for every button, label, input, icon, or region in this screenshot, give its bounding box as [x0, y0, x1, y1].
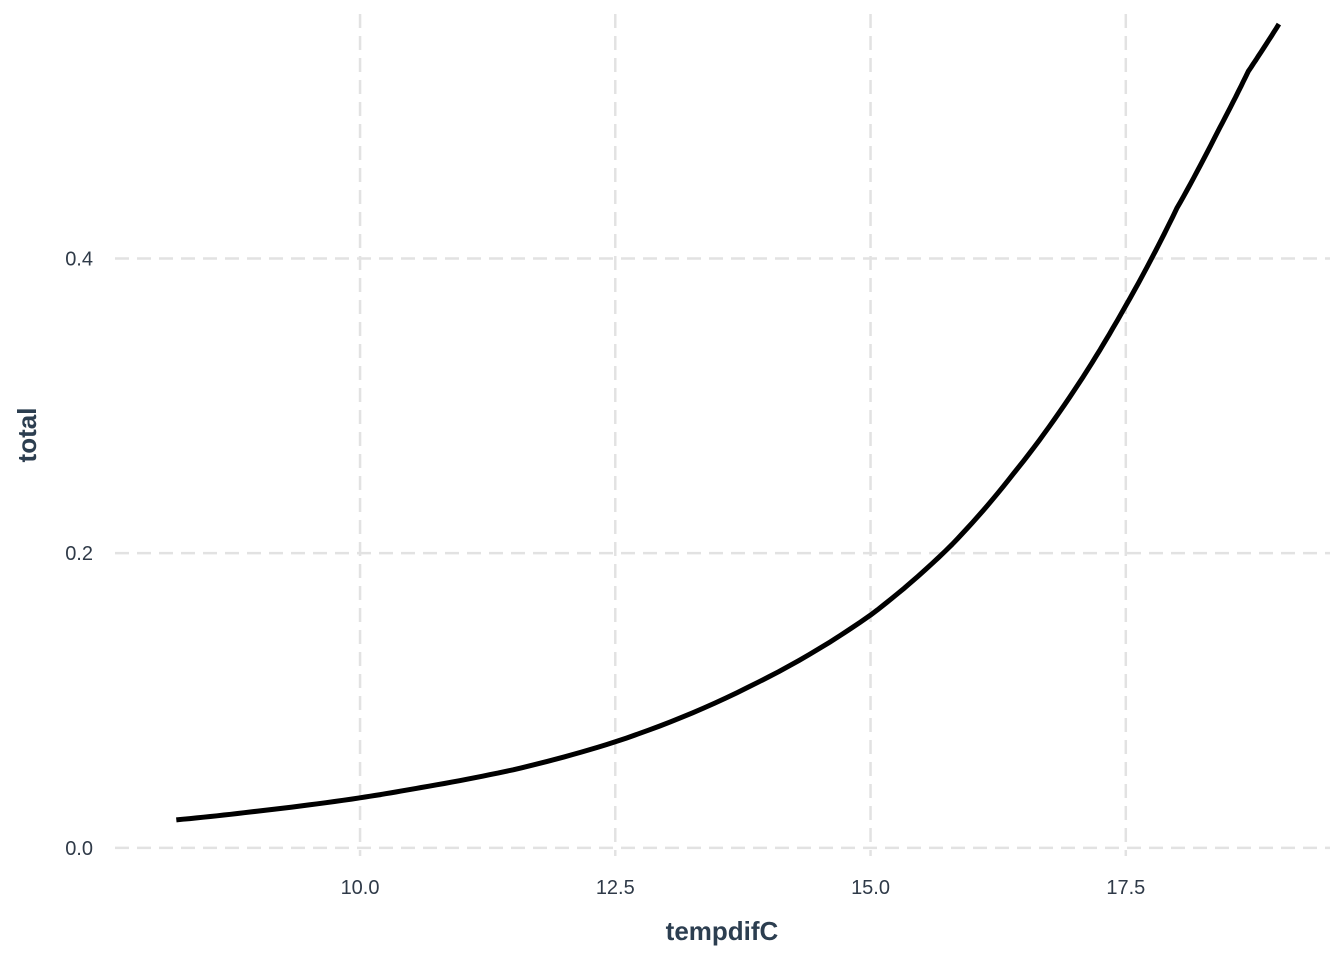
y-gridlines [115, 257, 1330, 850]
x-axis-title: tempdifC [666, 916, 779, 946]
x-tick-label: 15.0 [851, 877, 890, 899]
y-tick-label: 0.2 [65, 543, 93, 565]
x-gridlines [358, 14, 1128, 856]
y-axis-title: total [12, 408, 42, 463]
series-line [176, 22, 1282, 823]
x-tick-label: 12.5 [596, 877, 635, 899]
x-tick-label: 10.0 [341, 877, 380, 899]
y-tick-label: 0.4 [65, 248, 93, 270]
y-tick-labels: 0.0 0.2 0.4 [65, 248, 93, 859]
y-tick-label: 0.0 [65, 838, 93, 860]
x-tick-labels: 10.0 12.5 15.0 17.5 [341, 877, 1146, 899]
series-layer [176, 22, 1282, 823]
x-tick-label: 17.5 [1106, 877, 1145, 899]
